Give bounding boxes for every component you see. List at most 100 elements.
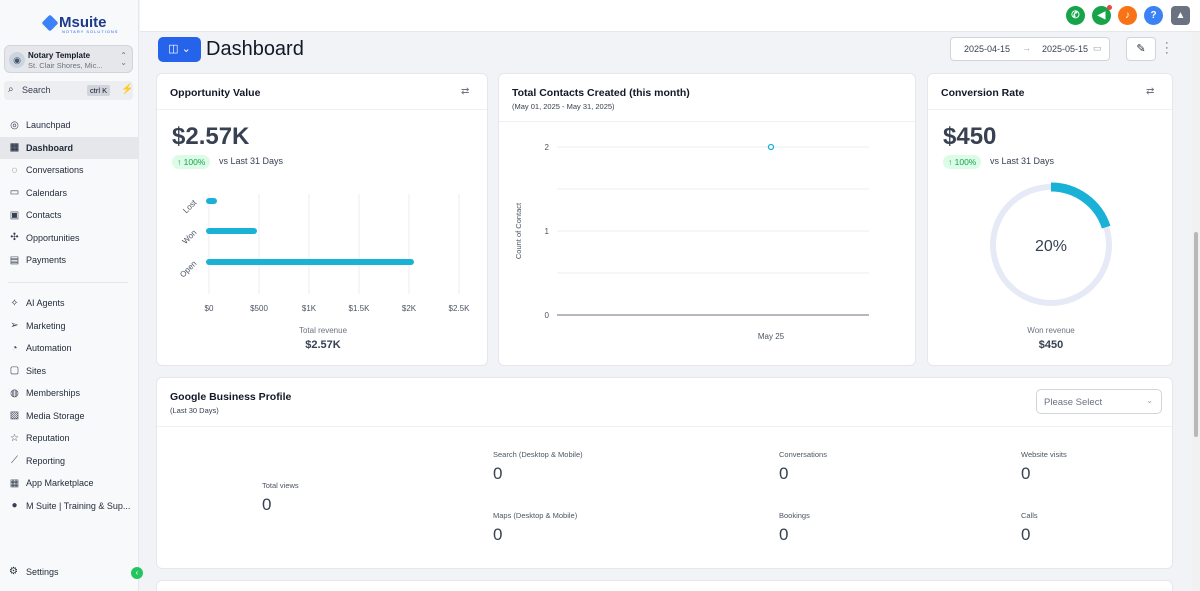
total-revenue-label: Total revenue [298, 326, 348, 335]
logo-mark-icon [41, 14, 59, 31]
dashboard-menu-button[interactable]: ◫ ⌄ [158, 37, 201, 62]
settings-label: Settings [26, 566, 59, 577]
more-options-button[interactable]: · · · [1165, 37, 1169, 59]
opportunities-icon: ✣ [10, 232, 19, 244]
send-icon: ➢ [10, 320, 19, 332]
membership-icon: ◍ [10, 387, 19, 399]
sidebar-item-label: M Suite | Training & Sup... [26, 500, 131, 511]
opportunity-value-card: Opportunity Value ⇄ $2.57K ↑ 100% vs Las… [156, 73, 488, 366]
sidebar-item-label: Reporting [26, 455, 66, 466]
help-icon[interactable]: ? [1144, 6, 1163, 25]
sidebar-item-calendars[interactable]: ▭ Calendars [0, 182, 139, 205]
metric-value: 0 [779, 464, 789, 483]
chart-line-icon: ⟋ [11, 455, 18, 467]
sidebar-item-contacts[interactable]: ▣ Contacts [0, 204, 139, 227]
grid-icon: ▦ [9, 142, 20, 154]
edit-dashboard-button[interactable]: ✎ [1126, 37, 1156, 61]
sidebar-item-reporting[interactable]: ⟋ Reporting [0, 450, 139, 473]
date-start: 2025-04-15 [964, 44, 1011, 54]
gear-icon: ⚙ [9, 566, 18, 577]
sidebar-item-marketing[interactable]: ➢ Marketing [0, 315, 139, 338]
account-avatar-icon: ◉ [9, 52, 25, 68]
sidebar-item-label: Media Storage [26, 410, 85, 421]
megaphone-icon[interactable]: ◀ [1092, 6, 1111, 25]
page-scrollbar[interactable] [1192, 32, 1200, 591]
sidebar-item-label: App Marketplace [26, 478, 94, 489]
y-category-label: Lost [181, 198, 199, 216]
sidebar-item-payments[interactable]: ▤ Payments [0, 249, 139, 272]
sidebar-item-memberships[interactable]: ◍ Memberships [0, 382, 139, 405]
rocket-icon: ◎ [10, 119, 19, 131]
chat-icon: ◌ [11, 164, 18, 176]
lightning-icon[interactable]: ⚡ [121, 84, 134, 95]
sidebar-item-sites[interactable]: ▢ Sites [0, 360, 139, 383]
card-divider [157, 426, 1172, 427]
profile-select[interactable]: Please Select ⌄ [1036, 389, 1162, 414]
scrollbar-thumb[interactable] [1194, 232, 1198, 437]
star-icon: ☆ [10, 432, 19, 444]
user-avatar[interactable]: ▲ [1171, 6, 1190, 25]
phone-icon[interactable]: ✆ [1066, 6, 1085, 25]
collapse-sidebar-button[interactable]: ‹ [131, 567, 143, 579]
account-switcher[interactable]: ◉ Notary Template St. Clair Shores, Mic.… [4, 45, 133, 73]
sidebar-item-label: Conversations [26, 165, 84, 176]
apps-icon: ▦ [9, 477, 20, 489]
sidebar-item-automation[interactable]: ◔ Automation [0, 337, 139, 360]
account-name: Notary Template [28, 51, 91, 60]
ring-progress [988, 182, 1114, 308]
swap-icon[interactable]: ⇄ [1146, 86, 1155, 97]
card-divider [928, 109, 1172, 110]
change-badge: ↑ 100% [172, 155, 211, 169]
sidebar-item-dashboard[interactable]: ▦ Dashboard [0, 136, 139, 159]
search-button[interactable]: ⌕ Search ctrl K ⚡ [4, 81, 133, 100]
sidebar-item-opportunities[interactable]: ✣ Opportunities [0, 227, 139, 250]
sidebar-item-launchpad[interactable]: ◎ Launchpad [0, 114, 139, 137]
card-subtitle: (Last 30 Days) [170, 406, 219, 415]
conversion-rate-card: Conversion Rate ⇄ $450 ↑ 100% vs Last 31… [927, 73, 1173, 366]
data-point[interactable] [767, 143, 775, 151]
next-widget-card [156, 580, 1173, 591]
pencil-icon: ✎ [1136, 43, 1146, 55]
opportunity-value: $2.57K [172, 123, 250, 150]
sidebar-item-label: Opportunities [26, 232, 80, 243]
brand-name: Msuite [59, 14, 107, 31]
conversion-ring-chart: 20% [988, 182, 1114, 308]
sidebar-item-settings[interactable]: ⚙ Settings [9, 566, 59, 577]
contacts-line-chart: 0 1 2 Count of Contact May 25 [514, 143, 869, 341]
page-title: Dashboard [206, 38, 304, 60]
total-revenue-value: $2.57K [305, 339, 341, 351]
chevron-updown-icon: ⌃ ⌄ [120, 51, 127, 67]
sidebar-item-label: AI Agents [26, 298, 65, 309]
comparison-text: vs Last 31 Days [219, 156, 284, 166]
sidebar-item-ai-agents[interactable]: ✧ AI Agents [0, 292, 139, 315]
y-tick-label: 0 [545, 311, 550, 320]
sidebar: Msuite NOTARY SOLUTIONS ◉ Notary Templat… [0, 0, 143, 591]
x-tick-label: $500 [250, 304, 268, 313]
y-category-label: Open [178, 259, 198, 279]
sidebar-item-reputation[interactable]: ☆ Reputation [0, 427, 139, 450]
conversion-value: $450 [943, 123, 997, 150]
brand-logo[interactable]: Msuite [41, 14, 107, 31]
nav-divider [8, 282, 128, 283]
sparkle-icon: ✧ [10, 297, 19, 309]
x-tick-label: May 25 [758, 332, 785, 341]
sidebar-item-m-suite-training-sup[interactable]: ● M Suite | Training & Sup... [0, 495, 139, 518]
metric-label: Conversations [779, 450, 827, 459]
sidebar-item-app-marketplace[interactable]: ▦ App Marketplace [0, 472, 139, 495]
date-range-picker[interactable]: 2025-04-15 → 2025-05-15 ▭ [950, 37, 1110, 61]
total-views-label: Total views [262, 481, 299, 490]
metric-label: Maps (Desktop & Mobile) [493, 511, 578, 520]
change-badge: ↑ 100% [943, 155, 982, 169]
x-tick-label: $1K [302, 304, 317, 313]
card-divider [499, 121, 915, 122]
search-shortcut: ctrl K [87, 85, 111, 96]
sidebar-item-media-storage[interactable]: ▨ Media Storage [0, 405, 139, 428]
bell-icon[interactable]: ♪ [1118, 6, 1137, 25]
sidebar-item-label: Payments [26, 255, 67, 266]
swap-icon[interactable]: ⇄ [461, 86, 470, 97]
metric-value: 0 [493, 525, 503, 544]
sidebar-item-conversations[interactable]: ◌ Conversations [0, 159, 139, 182]
layout-icon: ◫ ⌄ [168, 43, 191, 55]
y-axis-label: Count of Contact [514, 202, 523, 259]
chevron-down-icon: ⌄ [1146, 396, 1153, 405]
